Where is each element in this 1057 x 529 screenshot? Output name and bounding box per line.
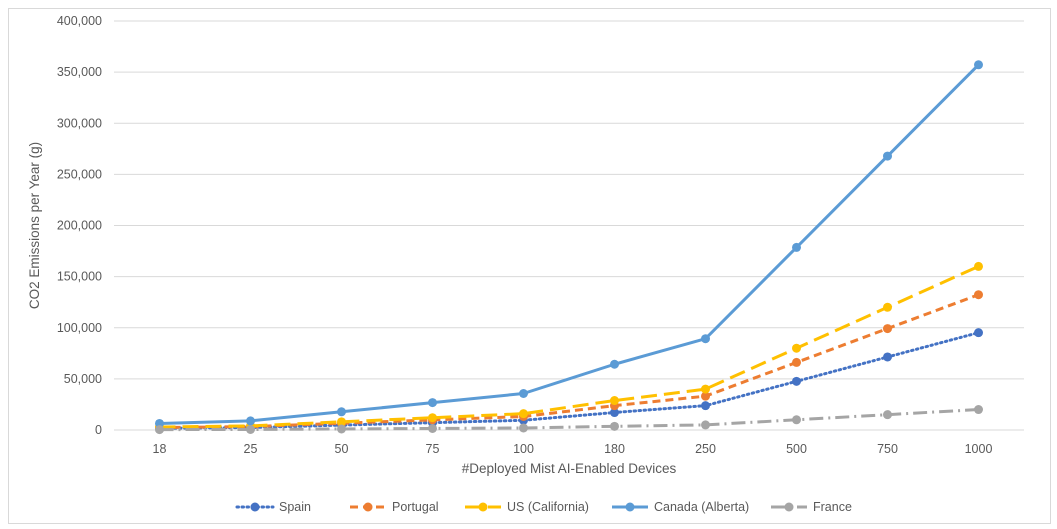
- x-tick-label: 100: [513, 442, 534, 456]
- chart-frame: 0 50,000 100,000 150,000 200,000 250,000 300,0…: [8, 8, 1051, 524]
- x-tick-label: 75: [426, 442, 440, 456]
- legend-item: Spain: [235, 500, 311, 514]
- data-point: [519, 409, 528, 419]
- data-point: [883, 410, 892, 420]
- data-point: [610, 408, 619, 418]
- data-point: [701, 334, 710, 344]
- data-point: [155, 425, 164, 435]
- series-portugal: [155, 290, 983, 433]
- data-point: [246, 424, 255, 434]
- y-tick-label: 250,000: [57, 167, 102, 181]
- line-chart: 0 50,000 100,000 150,000 200,000 250,000 300,0…: [27, 14, 1024, 514]
- y-tick-label: 0: [95, 423, 102, 437]
- data-point: [701, 401, 710, 411]
- legend-label: Spain: [279, 500, 311, 514]
- data-point: [792, 357, 801, 367]
- data-point: [428, 423, 437, 433]
- y-tick-label: 300,000: [57, 116, 102, 130]
- legend-item: Portugal: [350, 500, 439, 514]
- data-point: [883, 302, 892, 312]
- data-point: [519, 423, 528, 433]
- y-tick-label: 100,000: [57, 321, 102, 335]
- x-tick-label: 180: [604, 442, 625, 456]
- data-point: [792, 343, 801, 353]
- legend-item: France: [771, 500, 852, 514]
- data-point: [610, 421, 619, 431]
- data-point: [701, 384, 710, 394]
- y-tick-label: 50,000: [64, 372, 102, 386]
- data-point: [792, 415, 801, 425]
- legend-label: US (California): [507, 500, 589, 514]
- series-line: [158, 331, 980, 430]
- legend-swatch-marker: [250, 502, 260, 512]
- y-tick-label: 350,000: [57, 65, 102, 79]
- legend-label: Canada (Alberta): [654, 500, 749, 514]
- series-canada-alberta: [155, 60, 983, 428]
- y-axis-title: CO2 Emissions per Year (g): [27, 142, 42, 309]
- legend-label: Portugal: [392, 500, 439, 514]
- x-tick-label: 1000: [965, 442, 993, 456]
- data-point: [974, 405, 983, 415]
- data-point: [792, 376, 801, 386]
- x-tick-label: 18: [153, 442, 167, 456]
- series-line: [159, 265, 980, 429]
- x-tick-label: 750: [877, 442, 898, 456]
- series-line: [159, 63, 980, 425]
- legend-swatch-marker: [478, 502, 488, 512]
- series-lines: [155, 60, 983, 435]
- legend: Spain Portugal US (California) Canada (Albe…: [235, 500, 852, 514]
- data-point: [974, 290, 983, 300]
- legend-swatch-marker: [363, 502, 373, 512]
- data-point: [610, 359, 619, 369]
- data-point: [883, 151, 892, 161]
- y-tick-label: 400,000: [57, 14, 102, 28]
- data-point: [701, 420, 710, 430]
- data-point: [701, 391, 710, 401]
- x-tick-label: 500: [786, 442, 807, 456]
- data-point: [428, 398, 437, 408]
- gridlines: [114, 20, 1024, 380]
- legend-swatch-marker: [625, 502, 635, 512]
- series-line: [159, 408, 979, 432]
- data-point: [974, 60, 983, 70]
- data-point: [428, 413, 437, 423]
- y-tick-label: 200,000: [57, 219, 102, 233]
- legend-item: US (California): [465, 500, 589, 514]
- y-tick-label: 150,000: [57, 270, 102, 284]
- tick-labels: 0 50,000 100,000 150,000 200,000 250,000 300,0…: [57, 14, 993, 456]
- data-point: [974, 261, 983, 271]
- series-france: [155, 405, 983, 435]
- data-point: [337, 407, 346, 417]
- legend-item: Canada (Alberta): [612, 500, 749, 514]
- data-point: [974, 328, 983, 338]
- data-point: [337, 424, 346, 434]
- series-line: [159, 293, 980, 430]
- data-point: [610, 396, 619, 406]
- data-point: [337, 417, 346, 427]
- x-tick-label: 250: [695, 442, 716, 456]
- data-point: [519, 388, 528, 398]
- data-point: [883, 324, 892, 334]
- x-tick-label: 50: [335, 442, 349, 456]
- data-point: [792, 242, 801, 252]
- x-axis-title: #Deployed Mist AI-Enabled Devices: [462, 461, 677, 476]
- x-tick-label: 25: [244, 442, 258, 456]
- data-point: [246, 416, 255, 426]
- legend-swatch-marker: [784, 502, 794, 512]
- series-us-california: [155, 261, 983, 432]
- data-point: [883, 352, 892, 362]
- legend-label: France: [813, 500, 852, 514]
